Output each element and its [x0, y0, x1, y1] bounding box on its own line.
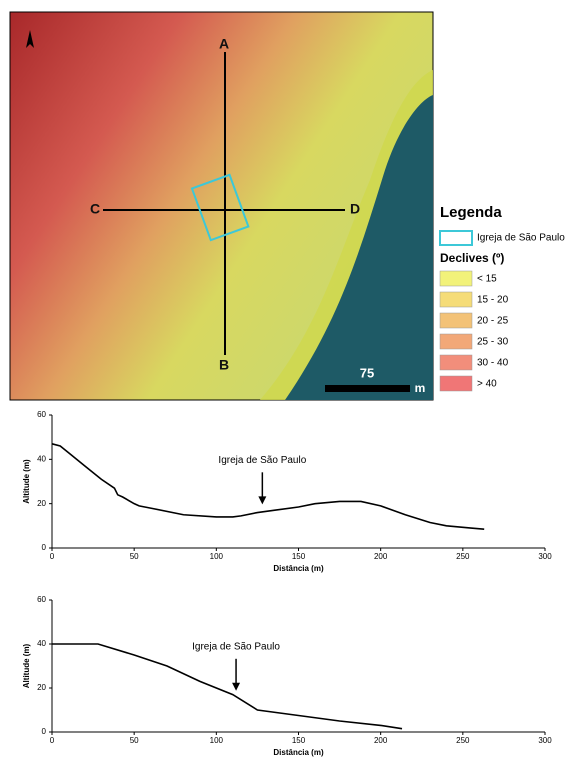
legend-label: > 40	[477, 379, 497, 390]
x-tick-label: 50	[130, 736, 139, 745]
profile-line	[52, 644, 402, 729]
x-tick-label: 150	[292, 736, 306, 745]
y-tick-label: 0	[42, 727, 47, 736]
legend-label: 25 - 30	[477, 337, 509, 348]
annotation-arrowhead	[232, 683, 240, 691]
x-tick-label: 100	[210, 736, 224, 745]
legend-swatch	[440, 292, 472, 307]
y-tick-label: 20	[37, 683, 46, 692]
y-tick-label: 60	[37, 595, 46, 604]
legend-church-swatch	[440, 231, 472, 245]
annotation-arrowhead	[258, 496, 266, 504]
label-d: D	[350, 201, 360, 217]
x-tick-label: 0	[50, 552, 55, 561]
legend-label: 30 - 40	[477, 358, 509, 369]
x-tick-label: 300	[538, 552, 552, 561]
x-tick-label: 0	[50, 736, 55, 745]
y-tick-label: 0	[42, 543, 47, 552]
x-tick-label: 200	[374, 736, 388, 745]
x-tick-label: 100	[210, 552, 224, 561]
scale-value: 75	[360, 365, 374, 380]
label-b: B	[219, 357, 229, 373]
legend-swatch	[440, 313, 472, 328]
label-c: C	[90, 201, 100, 217]
y-axis-label: Altitude (m)	[22, 643, 31, 688]
legend-label: < 15	[477, 274, 497, 285]
label-a: A	[219, 36, 229, 52]
legend-church: Igreja de São Paulo	[477, 233, 565, 244]
legend-swatch	[440, 271, 472, 286]
x-axis-label: Distância (m)	[273, 748, 324, 757]
y-tick-label: 60	[37, 410, 46, 419]
x-tick-label: 300	[538, 736, 552, 745]
legend-swatch	[440, 334, 472, 349]
legend-title: Legenda	[440, 204, 502, 221]
legend-label: 15 - 20	[477, 295, 509, 306]
annotation: Igreja de São Paulo	[218, 455, 306, 466]
scale-unit: m	[415, 381, 426, 395]
legend-slope-title: Declives (º)	[440, 251, 504, 265]
annotation: Igreja de São Paulo	[192, 641, 280, 652]
x-tick-label: 250	[456, 552, 470, 561]
x-axis-label: Distância (m)	[273, 564, 324, 573]
x-tick-label: 250	[456, 736, 470, 745]
legend-label: 20 - 25	[477, 316, 509, 327]
legend-swatch	[440, 355, 472, 370]
page: A B C D 75 m Legenda Igreja de São Paulo…	[0, 0, 584, 760]
y-tick-label: 40	[37, 639, 46, 648]
x-tick-label: 150	[292, 552, 306, 561]
y-tick-label: 40	[37, 454, 46, 463]
map: A B C D 75 m	[10, 12, 433, 400]
legend: Legenda Igreja de São Paulo Declives (º)…	[440, 204, 565, 391]
legend-swatch	[440, 376, 472, 391]
y-tick-label: 20	[37, 499, 46, 508]
scale-bar	[325, 385, 410, 392]
x-tick-label: 50	[130, 552, 139, 561]
figure: A B C D 75 m Legenda Igreja de São Paulo…	[0, 0, 584, 760]
x-tick-label: 200	[374, 552, 388, 561]
y-axis-label: Altitude (m)	[22, 459, 31, 504]
